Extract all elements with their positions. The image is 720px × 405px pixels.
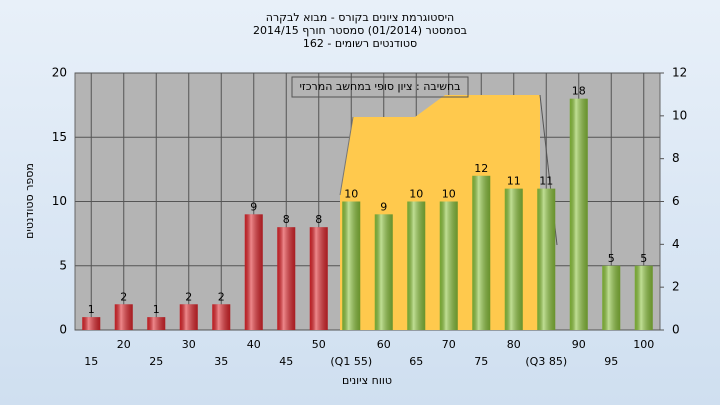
x-tick-label: 50 xyxy=(312,338,326,351)
x-tick-label: 30 xyxy=(182,338,196,351)
x-tick-label: 65 xyxy=(409,355,423,368)
y2-tick-label: 10 xyxy=(672,108,687,122)
chart-subtitle: בסמסטר (01/2014) סמסטר חורף 2014/15 xyxy=(253,24,467,37)
value-label: 5 xyxy=(640,252,647,265)
bar-shine xyxy=(602,265,621,330)
y2-tick-label: 12 xyxy=(672,66,687,80)
y2-tick-label: 6 xyxy=(672,194,680,208)
x-tick-label: (Q1 55) xyxy=(330,355,372,368)
whisker xyxy=(339,116,354,196)
bar-shine xyxy=(309,227,328,330)
bar-shine xyxy=(569,98,588,330)
value-label: 8 xyxy=(315,213,322,226)
x-tick-label: 15 xyxy=(84,355,98,368)
value-label: 1 xyxy=(153,303,160,316)
bar-shine xyxy=(504,188,523,330)
value-label: 2 xyxy=(185,290,192,303)
value-label: 18 xyxy=(572,85,586,98)
chart-subtitle: סטודנטים רשומים - 162 xyxy=(303,37,417,50)
x-tick-label: 80 xyxy=(507,338,521,351)
bar-shine xyxy=(179,304,198,330)
x-tick-label: 25 xyxy=(149,355,163,368)
x-tick-label: 45 xyxy=(279,355,293,368)
value-label: 2 xyxy=(218,290,225,303)
annotation-box xyxy=(291,76,469,98)
x-tick-label: 70 xyxy=(442,338,456,351)
y-tick-label: 15 xyxy=(52,130,67,144)
bar-shine xyxy=(244,214,263,330)
bar-shine xyxy=(537,188,556,330)
y-axis-label: מספר סטודנטים xyxy=(23,163,36,239)
bar-shine xyxy=(212,304,231,330)
y2-tick-label: 8 xyxy=(672,151,680,165)
bar-shine xyxy=(439,201,458,330)
bar-shine xyxy=(342,201,361,330)
value-label: 12 xyxy=(474,162,488,175)
x-tick-label: (Q3 85) xyxy=(525,355,567,368)
value-label: 10 xyxy=(344,188,358,201)
bar-shine xyxy=(114,304,133,330)
annotation: בחשיבה : ציון סופי במחשב המרכזי xyxy=(299,80,460,93)
bar-shine xyxy=(374,214,393,330)
y2-tick-label: 2 xyxy=(672,280,680,294)
bar-shine xyxy=(277,227,296,330)
value-label: 10 xyxy=(409,188,423,201)
y2-tick-label: 0 xyxy=(672,323,680,337)
x-tick-label: 90 xyxy=(572,338,586,351)
bar-shine xyxy=(82,317,101,330)
value-label: 9 xyxy=(380,200,387,213)
bar-shine xyxy=(634,265,653,330)
bar-shine xyxy=(407,201,426,330)
value-label: 1 xyxy=(88,303,95,316)
x-tick-label: 100 xyxy=(633,338,654,351)
y-tick-label: 5 xyxy=(59,258,67,272)
x-axis-label: טווח ציונים xyxy=(342,374,392,387)
y-tick-label: 10 xyxy=(52,194,67,208)
y-tick-label: 0 xyxy=(59,323,67,337)
x-tick-label: 40 xyxy=(247,338,261,351)
bar-shine xyxy=(472,175,491,330)
x-tick-label: 20 xyxy=(117,338,131,351)
bar-shine xyxy=(147,317,166,330)
value-label: 11 xyxy=(507,175,521,188)
value-label: 11 xyxy=(539,175,553,188)
value-label: 5 xyxy=(608,252,615,265)
y2-tick-label: 4 xyxy=(672,237,680,251)
y-tick-label: 20 xyxy=(52,66,67,80)
x-tick-label: 60 xyxy=(377,338,391,351)
x-tick-label: 75 xyxy=(474,355,488,368)
value-label: 2 xyxy=(120,290,127,303)
value-label: 10 xyxy=(442,188,456,201)
value-label: 8 xyxy=(283,213,290,226)
x-tick-label: 95 xyxy=(604,355,618,368)
value-label: 9 xyxy=(250,200,257,213)
chart-title: היסטוגרמת ציונים בקורס - מבוא לבקרה xyxy=(266,11,454,24)
x-tick-label: 35 xyxy=(214,355,228,368)
